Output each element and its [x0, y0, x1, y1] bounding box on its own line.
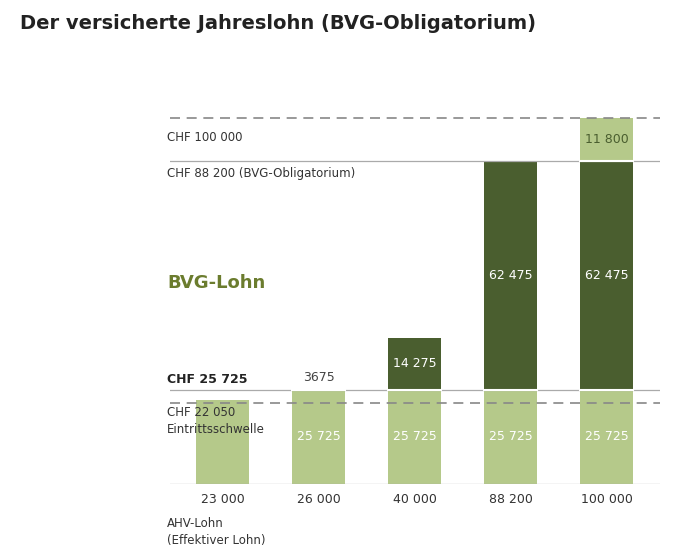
Text: CHF 25 725: CHF 25 725	[167, 373, 248, 386]
Bar	[484, 161, 537, 390]
Text: 25 725: 25 725	[489, 430, 532, 443]
Bar	[388, 337, 441, 390]
Text: CHF 88 200 (BVG-Obligatorium): CHF 88 200 (BVG-Obligatorium)	[167, 167, 356, 180]
Text: 11 800: 11 800	[585, 133, 629, 146]
Bar	[197, 400, 249, 484]
Text: Der versicherte Jahreslohn (BVG-Obligatorium): Der versicherte Jahreslohn (BVG-Obligato…	[20, 14, 537, 33]
Text: 25 725: 25 725	[297, 430, 341, 443]
Bar	[581, 161, 633, 390]
Text: AHV-Lohn
(Effektiver Lohn): AHV-Lohn (Effektiver Lohn)	[167, 517, 266, 547]
Text: 25 725: 25 725	[393, 430, 437, 443]
Text: CHF 100 000: CHF 100 000	[167, 131, 243, 144]
Bar	[388, 390, 441, 484]
Bar	[484, 390, 537, 484]
Bar	[292, 390, 345, 484]
Text: 62 475: 62 475	[585, 269, 628, 282]
Text: 62 475: 62 475	[489, 269, 532, 282]
Bar	[581, 118, 633, 161]
Text: 25 725: 25 725	[585, 430, 629, 443]
Text: 3675: 3675	[303, 371, 335, 384]
Text: CHF 22 050
Eintrittsschwelle: CHF 22 050 Eintrittsschwelle	[167, 406, 265, 436]
Text: BVG-Lohn: BVG-Lohn	[167, 274, 265, 292]
Text: 14 275: 14 275	[393, 357, 437, 370]
Bar	[292, 389, 345, 390]
Bar	[581, 390, 633, 484]
